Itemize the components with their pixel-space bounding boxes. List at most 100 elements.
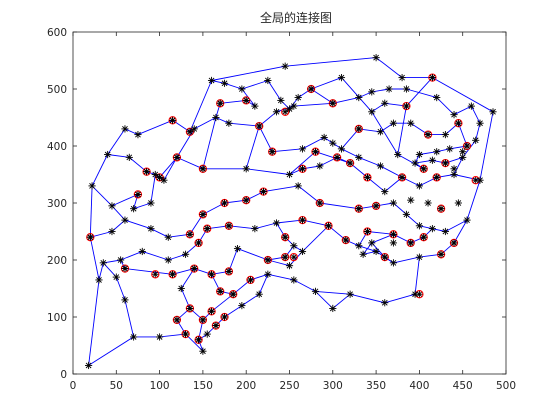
node-stroke (316, 163, 323, 169)
node-stroke (217, 100, 223, 106)
graph-node (441, 227, 449, 236)
highlight-node-circle (289, 252, 298, 262)
y-tick-label: 300 (47, 198, 67, 210)
node-stroke (390, 231, 397, 237)
x-tick-label: 300 (323, 380, 343, 392)
x-tick-label: 450 (453, 380, 473, 392)
graph-node (242, 165, 250, 173)
graph-node (264, 270, 272, 278)
node-stroke (421, 166, 427, 172)
highlight-node-star (87, 234, 94, 241)
highlight-node-star (364, 228, 371, 235)
graph-edge (124, 268, 173, 275)
node-stroke (165, 234, 172, 241)
graph-edge (193, 117, 217, 130)
highlight-node-star (281, 108, 289, 115)
graph-node (130, 333, 138, 341)
highlight-node-star (355, 205, 362, 212)
graph-edge (220, 99, 247, 104)
y-tick-label: 600 (47, 27, 67, 39)
highlight-node-star (442, 159, 449, 167)
x-tick-label: 50 (110, 380, 123, 392)
graph-node (320, 133, 328, 142)
node-stroke (403, 211, 410, 218)
highlight-node-star (398, 174, 406, 181)
node-stroke (282, 254, 288, 260)
node-stroke (338, 145, 345, 152)
highlight-node-star (186, 305, 194, 312)
graph-node (238, 85, 246, 93)
graph-node (272, 108, 281, 116)
graph-edge (107, 128, 126, 155)
node-stroke (251, 225, 258, 232)
graph-edge (124, 219, 152, 230)
graph-node (272, 219, 281, 227)
highlight-node-star (169, 117, 176, 124)
node-stroke (386, 86, 392, 92)
graph-node (329, 304, 337, 313)
graph-node (381, 99, 389, 107)
highlight-node-star (247, 276, 254, 284)
node-stroke (368, 240, 375, 246)
graph-node (355, 153, 363, 161)
highlight-node-circle (281, 107, 290, 116)
node-stroke (178, 285, 185, 292)
graph-edge (302, 137, 325, 150)
graph-edge (246, 168, 290, 175)
highlight-node-star (346, 159, 354, 167)
graph-edge (293, 102, 333, 107)
node-stroke (464, 217, 470, 223)
node-stroke (213, 114, 219, 121)
graph-node (151, 170, 159, 179)
graph-node (251, 225, 259, 233)
highlight-node-star (333, 154, 341, 161)
graph-node (160, 176, 168, 184)
graph-edge (341, 128, 360, 150)
highlight-node-star (217, 100, 224, 107)
graph-node (84, 361, 93, 370)
graph-node (376, 128, 385, 136)
graph-edge (432, 159, 446, 164)
x-tick-label: 100 (150, 380, 170, 392)
node-stroke (213, 322, 219, 329)
highlight-node-star (143, 168, 150, 175)
graph-edge (302, 225, 329, 252)
graph-edge (345, 239, 359, 247)
graph-node (337, 74, 346, 82)
node-stroke (264, 77, 271, 84)
graph-edge (380, 122, 394, 133)
graph-node (199, 347, 207, 355)
graph-edge (285, 57, 377, 67)
highlight-node-star (260, 188, 267, 195)
node-stroke (208, 308, 215, 314)
highlight-node-star (342, 236, 349, 244)
graph-node (147, 199, 155, 207)
node-stroke (286, 262, 293, 269)
graph-edge (89, 237, 100, 280)
graph-node (385, 85, 393, 93)
highlight-node-star (255, 122, 263, 130)
node-stroke (148, 200, 154, 206)
graph-edge (302, 219, 329, 227)
graph-edge (228, 225, 255, 230)
node-stroke (122, 265, 128, 272)
node-stroke (299, 145, 306, 152)
graph-edge (146, 171, 156, 175)
graph-edge (358, 231, 368, 247)
graph-node (489, 108, 497, 116)
node-stroke (204, 331, 211, 337)
graph-edge (332, 293, 351, 309)
graph-edge (453, 105, 472, 116)
graph-edge (453, 157, 464, 175)
highlight-node-star (281, 234, 289, 241)
graph-node (238, 302, 246, 310)
node-stroke (126, 154, 133, 161)
highlight-node-star (225, 222, 233, 229)
node-stroke (187, 305, 193, 312)
graph-node (285, 170, 294, 179)
graph-edge (341, 148, 360, 158)
node-stroke (265, 257, 271, 263)
node-stroke (239, 86, 245, 92)
graph-edge (397, 106, 407, 155)
graph-node (428, 225, 436, 233)
